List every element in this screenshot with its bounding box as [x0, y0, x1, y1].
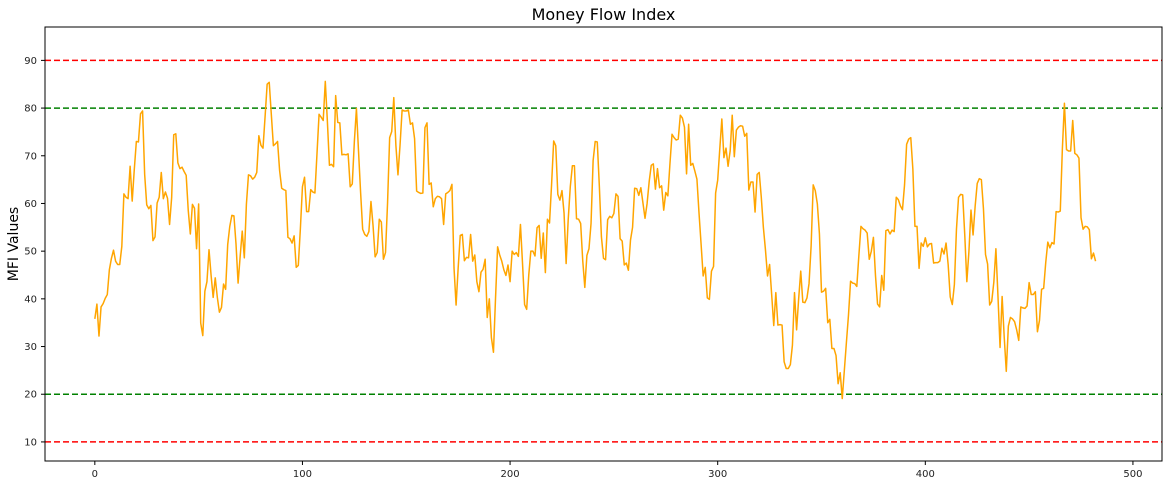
x-tick-label-300: 300 [708, 469, 727, 480]
x-tick-label-500: 500 [1123, 469, 1142, 480]
y-tick-label-40: 40 [24, 294, 37, 305]
series-layer [94, 80, 1097, 400]
plot-frame [44, 26, 1163, 462]
reference-lines [45, 59, 1162, 443]
y-axis-label: MFI Values [6, 207, 22, 281]
y-tick-label-20: 20 [24, 390, 37, 401]
y-tick-label-90: 90 [24, 56, 37, 67]
y-tick-label-30: 30 [24, 342, 37, 353]
y-tick-label-70: 70 [24, 151, 37, 162]
y-tick-label-60: 60 [24, 199, 37, 210]
x-tick-label-400: 400 [916, 469, 935, 480]
x-axis: 0 100 200 300 400 500 [92, 461, 1142, 480]
chart-title: Money Flow Index [532, 5, 676, 24]
x-tick-label-100: 100 [293, 469, 312, 480]
y-tick-label-80: 80 [24, 104, 37, 115]
x-tick-label-200: 200 [501, 469, 520, 480]
y-tick-label-50: 50 [24, 247, 37, 258]
y-tick-label-10: 10 [24, 437, 37, 448]
x-tick-label-0: 0 [92, 469, 98, 480]
series-line-0 [94, 80, 1097, 400]
y-axis: 10 20 30 40 50 60 70 80 90 [24, 56, 45, 448]
